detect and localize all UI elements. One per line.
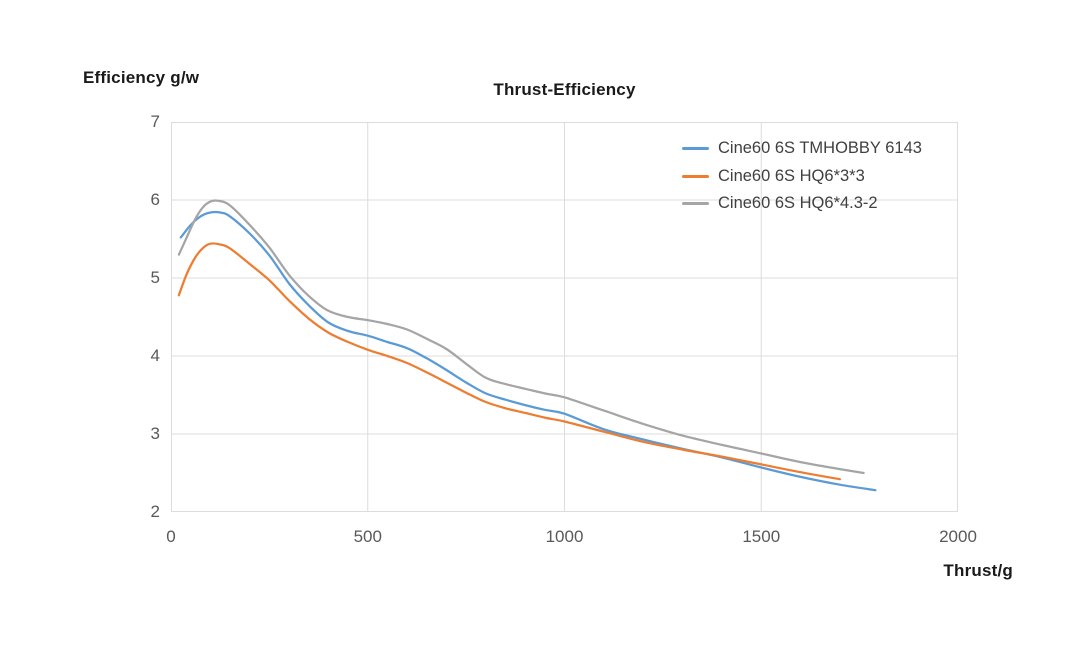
legend-item: Cine60 6S HQ6*4.3-2 bbox=[682, 190, 922, 218]
series-line-1 bbox=[177, 242, 842, 481]
y-tick-label: 2 bbox=[150, 502, 160, 521]
plot-border bbox=[171, 122, 958, 512]
x-axis-title: Thrust/g bbox=[943, 561, 1013, 580]
series-line-0 bbox=[179, 210, 877, 492]
y-tick-label: 4 bbox=[150, 346, 160, 365]
legend: Cine60 6S TMHOBBY 6143 Cine60 6S HQ6*3*3 C… bbox=[682, 135, 922, 218]
legend-label: Cine60 6S HQ6*3*3 bbox=[718, 166, 865, 185]
legend-item: Cine60 6S HQ6*3*3 bbox=[682, 163, 922, 191]
y-tick-label: 6 bbox=[150, 190, 160, 209]
chart-title: Thrust-Efficiency bbox=[493, 80, 636, 99]
legend-line-swatch bbox=[682, 202, 709, 206]
plot-svg bbox=[171, 122, 958, 512]
x-tick-label: 1000 bbox=[545, 527, 584, 546]
legend-line-swatch bbox=[682, 147, 709, 151]
x-tick-label: 0 bbox=[166, 527, 176, 546]
y-tick-label: 5 bbox=[150, 268, 160, 287]
y-tick-label: 7 bbox=[150, 112, 160, 131]
x-tick-label: 500 bbox=[353, 527, 382, 546]
plot-area bbox=[171, 122, 958, 512]
legend-item: Cine60 6S TMHOBBY 6143 bbox=[682, 135, 922, 163]
x-tick-label: 1500 bbox=[742, 527, 781, 546]
y-tick-label: 3 bbox=[150, 424, 160, 443]
legend-line-swatch bbox=[682, 174, 709, 178]
series-line-2 bbox=[177, 199, 865, 475]
legend-label: Cine60 6S TMHOBBY 6143 bbox=[718, 139, 922, 158]
y-axis-title: Efficiency g/w bbox=[83, 68, 200, 87]
legend-label: Cine60 6S HQ6*4.3-2 bbox=[718, 194, 878, 213]
x-tick-label: 2000 bbox=[939, 527, 977, 546]
